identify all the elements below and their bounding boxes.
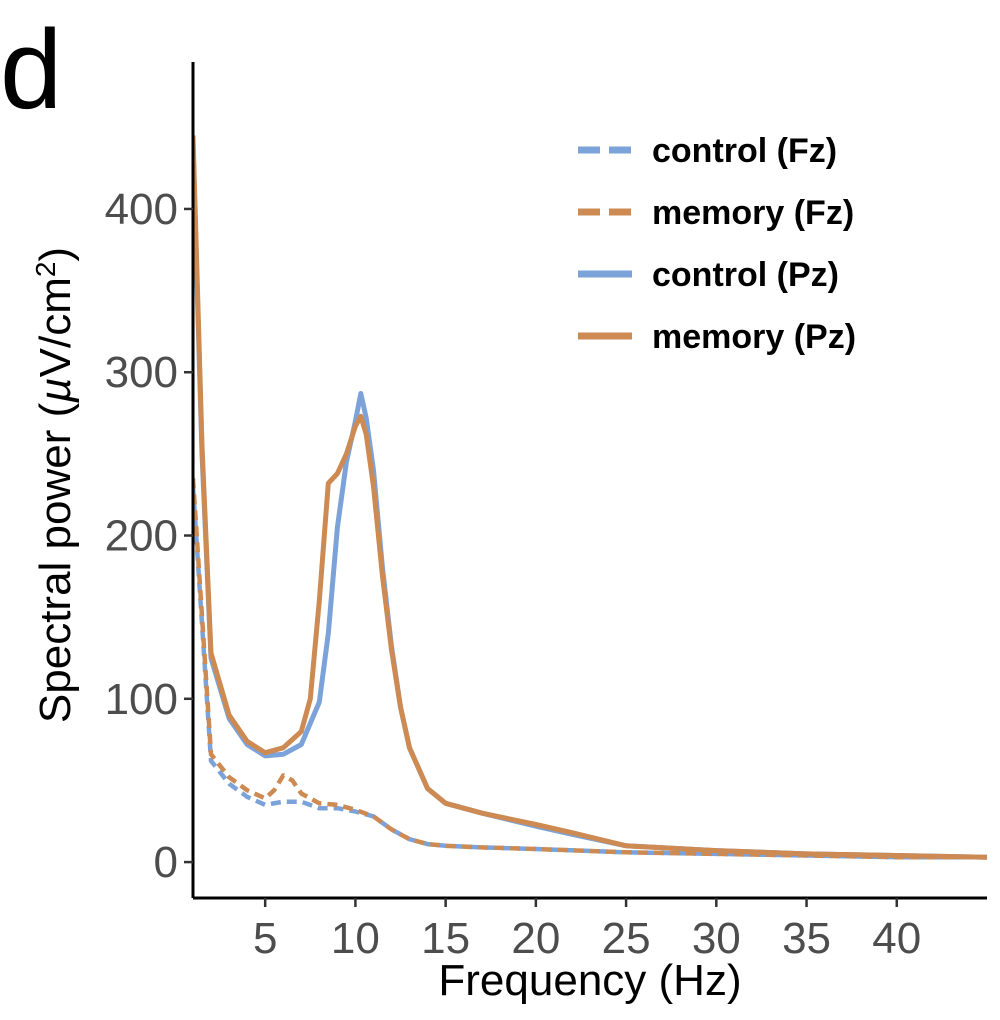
x-tick-label: 35 (782, 914, 831, 963)
x-tick-label: 20 (511, 914, 560, 963)
legend-label: memory (Fz) (652, 194, 854, 232)
series-line-2 (194, 478, 987, 860)
series-line-3 (194, 143, 988, 860)
x-axis-title: Frequency (Hz) (438, 956, 741, 1005)
y-axis-title: Spectral power (µV/cm2) (30, 247, 81, 723)
legend-label: control (Pz) (652, 256, 839, 294)
x-tick-label: 30 (692, 914, 741, 963)
x-axis-ticks: 5 10 15 20 25 30 35 40 (253, 898, 921, 963)
panel-label: d (0, 7, 62, 132)
x-tick-label: 40 (872, 914, 921, 963)
legend-label: memory (Pz) (652, 318, 856, 356)
y-tick-label: 100 (105, 675, 178, 724)
y-tick-label: 200 (105, 512, 178, 561)
y-tick-label: 0 (154, 838, 178, 887)
legend-label: control (Fz) (652, 132, 837, 170)
x-tick-label: 5 (253, 914, 277, 963)
x-tick-label: 15 (421, 914, 470, 963)
y-tick-label: 300 (105, 348, 178, 397)
series-line-1 (194, 486, 987, 860)
y-tick-label: 400 (105, 185, 178, 234)
plot-area (194, 135, 988, 860)
x-tick-label: 25 (602, 914, 651, 963)
series-line-4 (194, 135, 988, 860)
x-tick-label: 10 (331, 914, 380, 963)
legend: control (Fz) memory (Fz) control (Pz) memor… (578, 132, 856, 356)
y-axis-ticks: 0 100 200 300 400 (105, 185, 193, 887)
